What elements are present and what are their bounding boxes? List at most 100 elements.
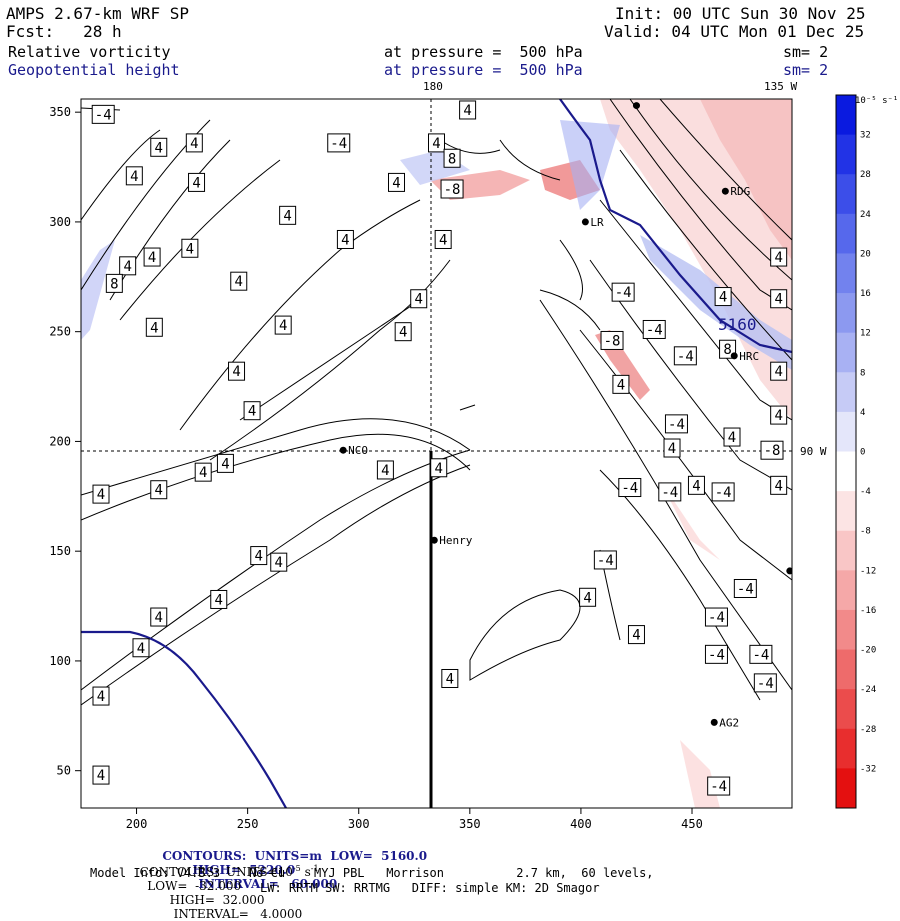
contour-label: 4 [145, 317, 163, 337]
svg-text:4: 4 [255, 549, 263, 565]
field2-name: Geopotential height [8, 61, 180, 79]
svg-text:4: 4 [123, 259, 131, 275]
station-label: AG2 [719, 716, 739, 729]
station-label: LR [590, 216, 604, 229]
svg-text:-4: -4 [646, 322, 663, 338]
colorbar-segment [836, 570, 856, 611]
svg-text:4: 4 [392, 175, 400, 191]
svg-text:-4: -4 [757, 676, 774, 692]
colorbar-segment [836, 649, 856, 690]
lon-135w-label: 135 W [764, 80, 797, 93]
contour-label: 4 [119, 256, 137, 276]
colorbar-segment [836, 213, 856, 254]
stations-layer: RDG HRC NCO Henry AG2 LR [339, 102, 792, 729]
contour-label: -4 [707, 776, 731, 796]
lat-90w-label: 90 W [800, 445, 827, 458]
contour-label: -4 [704, 607, 728, 627]
contour-label: 4 [770, 475, 788, 495]
station-marker: HRC [730, 350, 759, 363]
contour-label: -8 [440, 179, 464, 199]
height-label-5160: 5160 [718, 315, 757, 334]
footer-height-low: CONTOURS: UNITS=m LOW= 5160.0 [162, 849, 428, 863]
vorticity-shading [81, 99, 792, 808]
contour-label: 4 [132, 638, 150, 658]
colorbar-segment [836, 491, 856, 532]
svg-text:-4: -4 [621, 481, 638, 497]
contour-label: 4 [770, 405, 788, 425]
footer-height-high: HIGH= 5220.0 [192, 863, 296, 877]
footer-vort-high: HIGH= 32.000 [169, 893, 265, 907]
x-axis: 200 250 300 350 400 450 [126, 808, 703, 831]
contour-label: 4 [216, 453, 234, 473]
svg-text:8: 8 [448, 151, 456, 167]
colorbar-segment [836, 411, 856, 452]
contour-label: 4 [336, 229, 354, 249]
svg-text:4: 4 [155, 610, 163, 626]
contour-label: 8 [105, 273, 123, 293]
contour-label: 4 [434, 229, 452, 249]
contour-label: 4 [150, 137, 168, 157]
valid-time: Valid: 04 UTC Mon 01 Dec 25 [604, 22, 865, 41]
colorbar-frame [835, 94, 857, 809]
field1-name: Relative vorticity [8, 43, 171, 61]
footer-vort-s: s [300, 865, 311, 879]
svg-text:8: 8 [723, 342, 731, 358]
station-marker: AG2 [710, 716, 739, 729]
y-tick-label: 350 [49, 105, 71, 119]
svg-text:4: 4 [186, 241, 194, 257]
contour-label: 4 [770, 289, 788, 309]
field1-smoothing: sm= 2 [783, 43, 829, 61]
footer-vort-interval: INTERVAL= 4.0000 [173, 907, 303, 921]
svg-text:4: 4 [719, 290, 727, 306]
svg-text:-4: -4 [752, 647, 769, 663]
colorbar-tick-label: -12 [860, 566, 876, 576]
field2-level: at pressure = 500 hPa [384, 61, 583, 79]
colorbar-tick-label: 16 [860, 289, 871, 299]
svg-text:-8: -8 [604, 333, 621, 349]
svg-text:4: 4 [415, 292, 423, 308]
contour-label: 4 [188, 172, 206, 192]
contour-label: -4 [327, 133, 351, 153]
station-marker: LR [581, 216, 604, 229]
station-marker [786, 567, 792, 575]
svg-text:4: 4 [774, 364, 782, 380]
colorbar: 32 28 24 20 16 12 8 4 0 -4 -8 -12 -16 -20 -24 -28 -32 [835, 94, 876, 809]
contour-label: -4 [749, 644, 773, 664]
forecast-hour: Fcst: 28 h [6, 22, 122, 41]
svg-text:-4: -4 [708, 647, 725, 663]
svg-text:4: 4 [248, 404, 256, 420]
contour-label: 4 [579, 587, 597, 607]
y-axis: 50 100 150 200 250 300 350 [49, 105, 81, 778]
colorbar-segment [836, 174, 856, 215]
colorbar-tick-label: 0 [860, 448, 865, 458]
contour-label: -4 [711, 482, 735, 502]
station-marker: Henry [430, 534, 473, 547]
svg-text:4: 4 [148, 250, 156, 266]
colorbar-tick-label: 8 [860, 368, 865, 378]
contour-label: -4 [664, 414, 688, 434]
svg-text:4: 4 [463, 103, 471, 119]
x-tick-label: 450 [681, 817, 703, 831]
contour-label: -4 [642, 319, 666, 339]
contour-label: 4 [92, 484, 110, 504]
contour-labels: -44 44 44448444444444444444444-44448-84444… [91, 100, 788, 796]
colorbar-segment [836, 689, 856, 730]
colorbar-segment [836, 768, 856, 809]
colorbar-tick-label: -32 [860, 764, 876, 774]
colorbar-tick-label: 12 [860, 329, 871, 339]
svg-text:4: 4 [692, 478, 700, 494]
svg-text:4: 4 [97, 689, 105, 705]
svg-text:-4: -4 [95, 107, 112, 123]
svg-text:-4: -4 [615, 285, 632, 301]
footer-vort-exp2: -1 [310, 864, 319, 873]
colorbar-tick-label: -28 [860, 725, 876, 735]
svg-text:4: 4 [728, 430, 736, 446]
plot-area: -44 44 44448444444444444444444-44448-84444… [81, 99, 792, 808]
contour-label: 4 [250, 546, 268, 566]
contour-label: 4 [430, 458, 448, 478]
station-label: Henry [439, 534, 472, 547]
contour-label: 4 [230, 271, 248, 291]
contour-label: 4 [143, 247, 161, 267]
contour-label: 4 [376, 460, 394, 480]
svg-text:4: 4 [774, 250, 782, 266]
